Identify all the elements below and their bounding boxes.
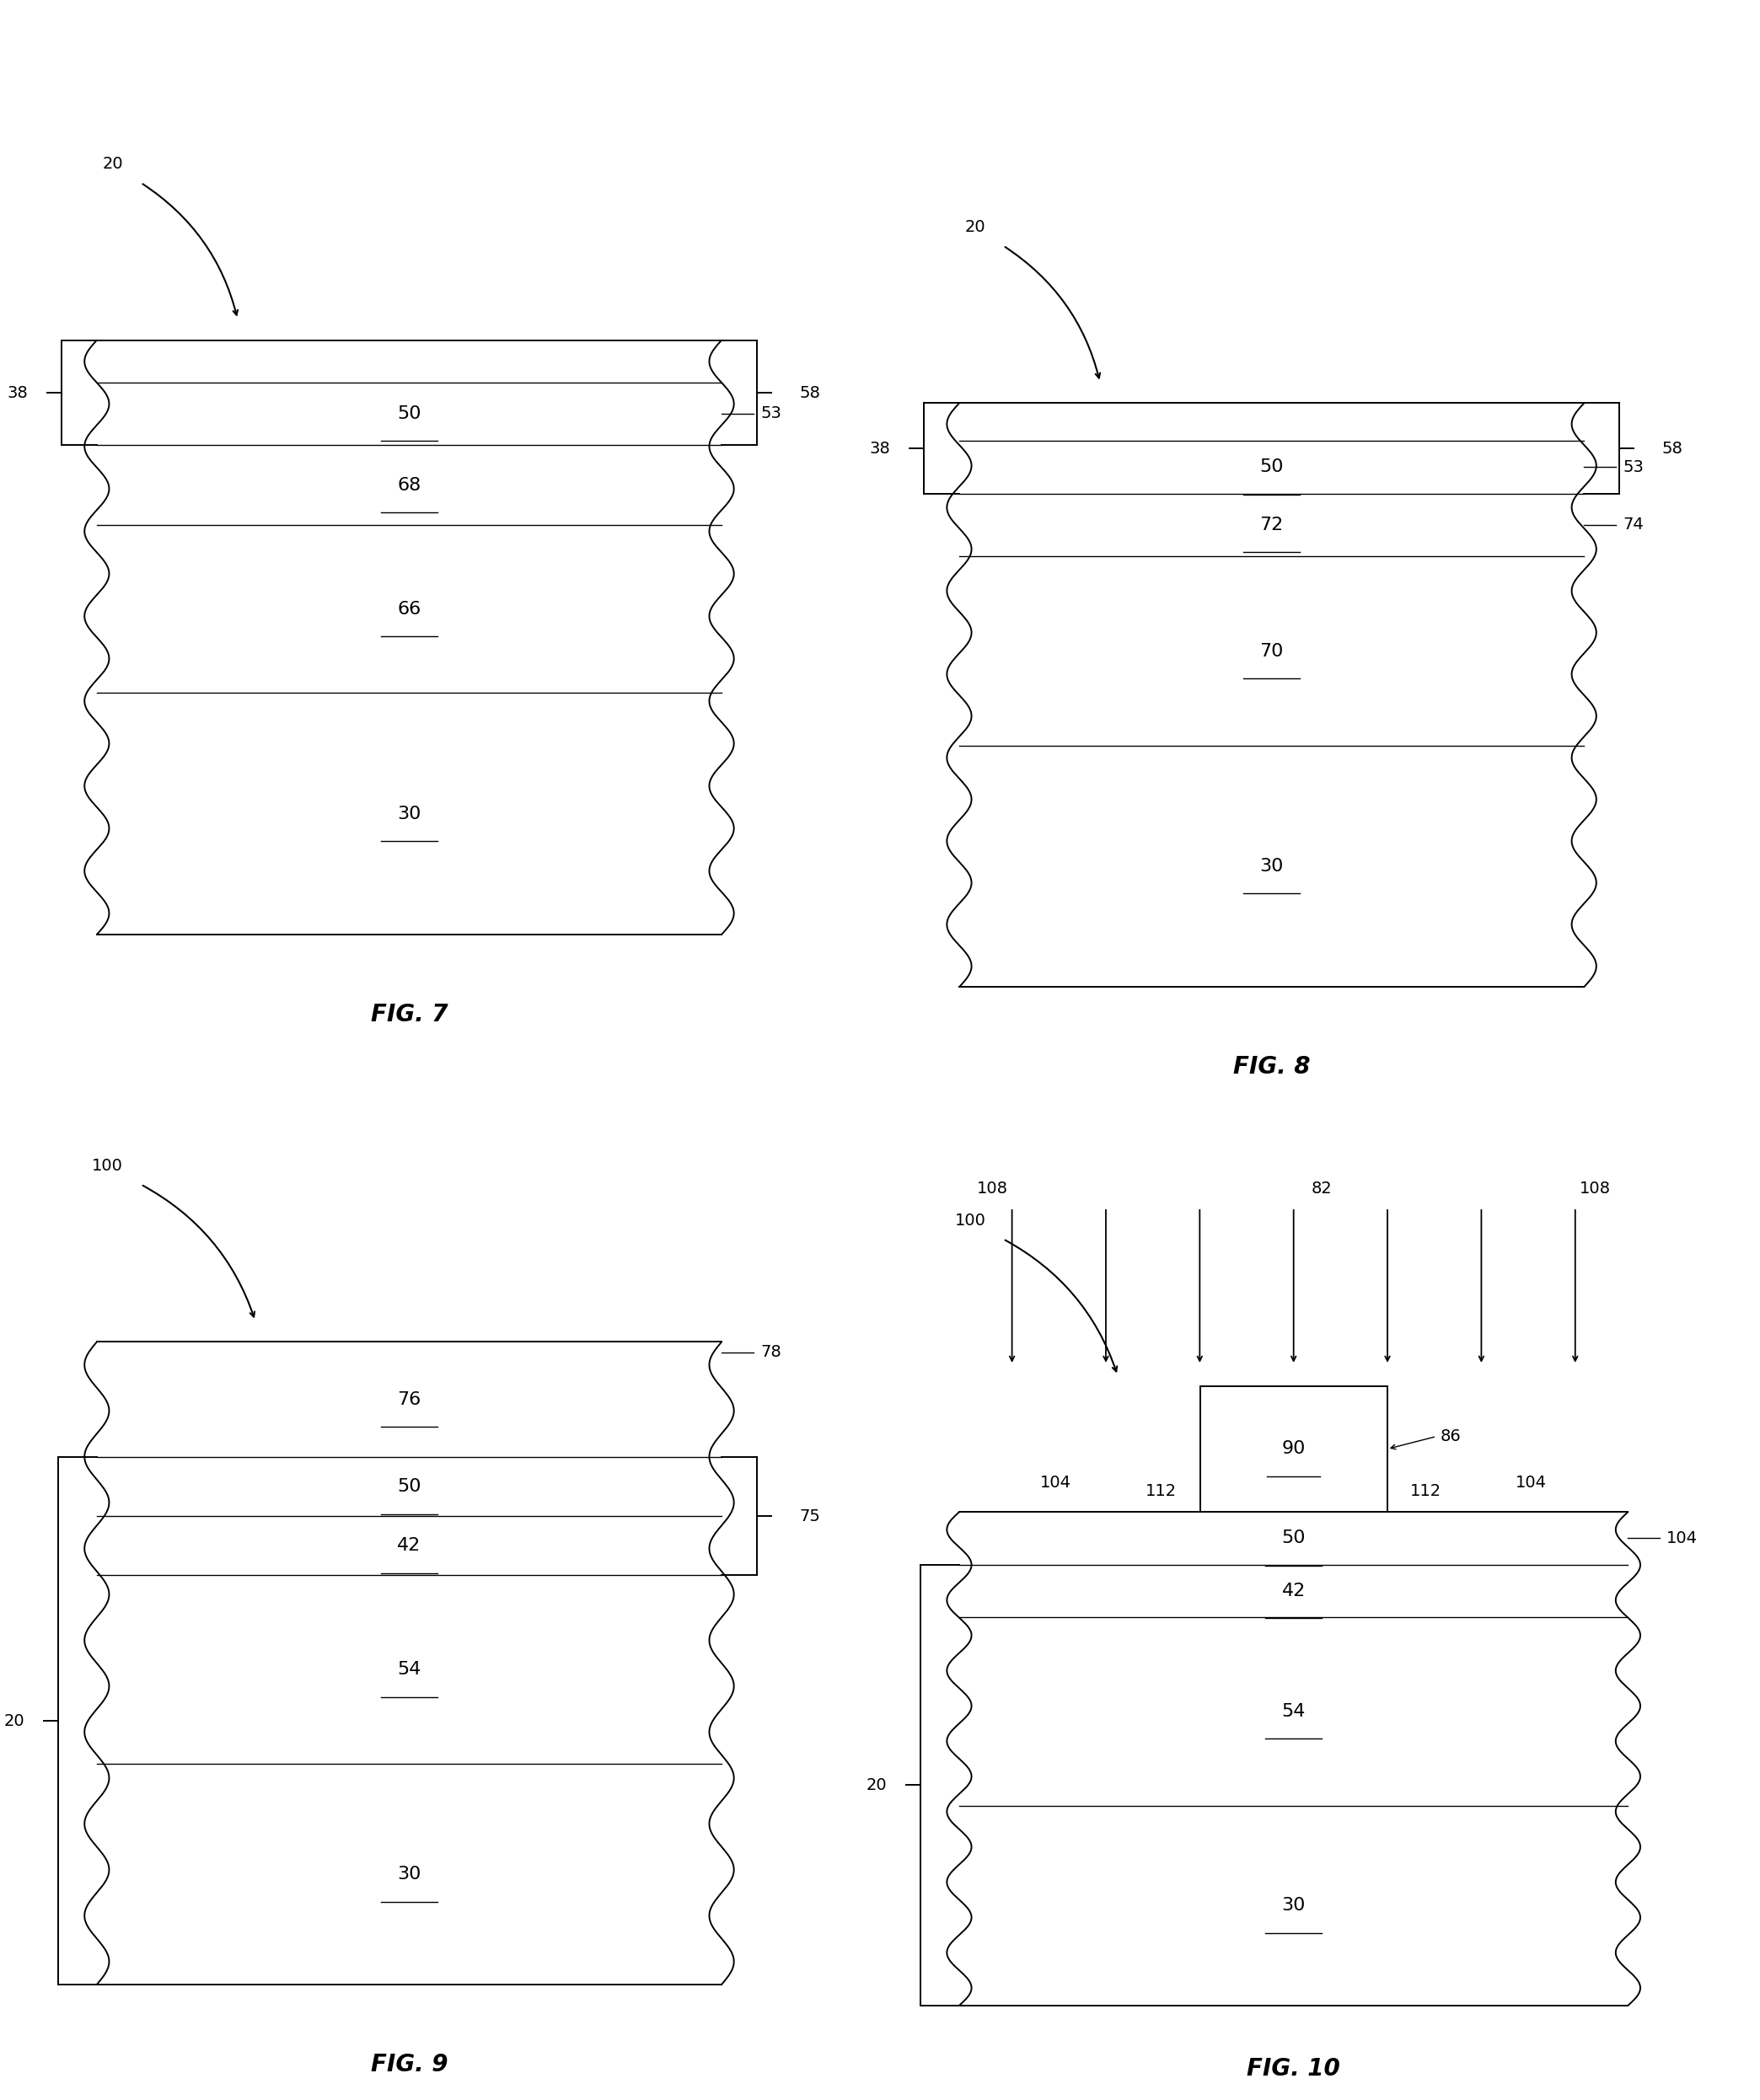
Text: 53: 53 bbox=[1623, 460, 1644, 475]
Text: 20: 20 bbox=[4, 1714, 25, 1728]
Text: 53: 53 bbox=[760, 405, 781, 422]
Text: 100: 100 bbox=[92, 1157, 123, 1174]
Text: 108: 108 bbox=[1579, 1180, 1610, 1197]
Text: FIG. 9: FIG. 9 bbox=[371, 2052, 447, 2077]
Text: 58: 58 bbox=[1661, 441, 1683, 456]
Text: 50: 50 bbox=[398, 405, 421, 422]
Text: 20: 20 bbox=[102, 155, 123, 172]
Text: 30: 30 bbox=[1281, 1896, 1306, 1915]
Text: 30: 30 bbox=[1260, 857, 1283, 876]
Text: 54: 54 bbox=[398, 1661, 421, 1678]
Text: 78: 78 bbox=[760, 1344, 781, 1361]
Text: 112: 112 bbox=[1146, 1483, 1177, 1499]
Text: 100: 100 bbox=[954, 1212, 986, 1228]
Text: 66: 66 bbox=[398, 601, 421, 617]
Text: 75: 75 bbox=[799, 1508, 820, 1525]
Text: 72: 72 bbox=[1260, 517, 1283, 533]
Text: 30: 30 bbox=[398, 1865, 421, 1884]
Text: 38: 38 bbox=[7, 384, 28, 401]
Text: 70: 70 bbox=[1260, 643, 1283, 659]
Text: 54: 54 bbox=[1281, 1703, 1306, 1720]
Text: 50: 50 bbox=[1260, 458, 1283, 477]
Bar bbox=[1200, 1386, 1387, 1512]
Text: 74: 74 bbox=[1623, 517, 1644, 533]
Text: 82: 82 bbox=[1311, 1180, 1332, 1197]
Text: 58: 58 bbox=[799, 384, 820, 401]
Text: 104: 104 bbox=[1667, 1531, 1698, 1546]
Text: 20: 20 bbox=[866, 1777, 887, 1793]
Text: 86: 86 bbox=[1440, 1428, 1461, 1445]
Text: 50: 50 bbox=[1281, 1529, 1306, 1548]
Text: 104: 104 bbox=[1515, 1474, 1547, 1491]
Text: 50: 50 bbox=[398, 1478, 421, 1495]
Text: 112: 112 bbox=[1410, 1483, 1441, 1499]
Text: 38: 38 bbox=[869, 441, 891, 456]
Text: 42: 42 bbox=[1281, 1581, 1306, 1600]
Text: 68: 68 bbox=[398, 477, 421, 493]
Text: 104: 104 bbox=[1040, 1474, 1072, 1491]
Text: FIG. 10: FIG. 10 bbox=[1246, 2056, 1341, 2081]
Text: 30: 30 bbox=[398, 804, 421, 823]
Text: 108: 108 bbox=[977, 1180, 1008, 1197]
Text: 90: 90 bbox=[1281, 1441, 1306, 1457]
Text: 20: 20 bbox=[964, 218, 986, 235]
Text: 42: 42 bbox=[398, 1537, 421, 1554]
Text: 76: 76 bbox=[398, 1390, 421, 1409]
Text: FIG. 8: FIG. 8 bbox=[1234, 1054, 1309, 1079]
Text: FIG. 7: FIG. 7 bbox=[371, 1002, 447, 1027]
